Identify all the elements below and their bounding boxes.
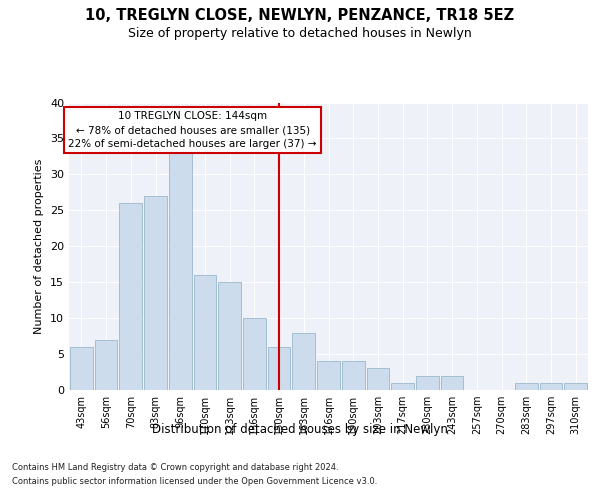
- Bar: [367, 368, 389, 390]
- Bar: [317, 361, 340, 390]
- Bar: [515, 383, 538, 390]
- Bar: [243, 318, 266, 390]
- Bar: [95, 340, 118, 390]
- Text: Size of property relative to detached houses in Newlyn: Size of property relative to detached ho…: [128, 28, 472, 40]
- Text: Contains public sector information licensed under the Open Government Licence v3: Contains public sector information licen…: [12, 478, 377, 486]
- Bar: [292, 332, 315, 390]
- Bar: [391, 383, 414, 390]
- Bar: [144, 196, 167, 390]
- Bar: [539, 383, 562, 390]
- Bar: [218, 282, 241, 390]
- Bar: [268, 347, 290, 390]
- Bar: [342, 361, 365, 390]
- Text: 10 TREGLYN CLOSE: 144sqm
← 78% of detached houses are smaller (135)
22% of semi-: 10 TREGLYN CLOSE: 144sqm ← 78% of detach…: [68, 111, 317, 149]
- Bar: [564, 383, 587, 390]
- Y-axis label: Number of detached properties: Number of detached properties: [34, 158, 44, 334]
- Bar: [416, 376, 439, 390]
- Bar: [119, 203, 142, 390]
- Text: Distribution of detached houses by size in Newlyn: Distribution of detached houses by size …: [152, 422, 448, 436]
- Bar: [194, 275, 216, 390]
- Bar: [169, 153, 191, 390]
- Text: 10, TREGLYN CLOSE, NEWLYN, PENZANCE, TR18 5EZ: 10, TREGLYN CLOSE, NEWLYN, PENZANCE, TR1…: [85, 8, 515, 22]
- Bar: [441, 376, 463, 390]
- Bar: [70, 347, 93, 390]
- Text: Contains HM Land Registry data © Crown copyright and database right 2024.: Contains HM Land Registry data © Crown c…: [12, 462, 338, 471]
